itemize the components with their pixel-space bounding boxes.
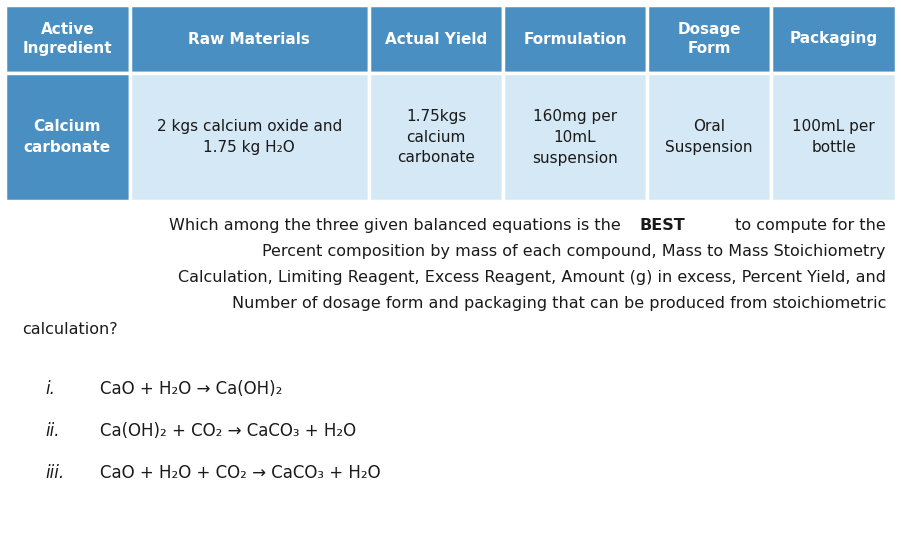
Bar xyxy=(369,73,503,201)
Text: 2 kgs calcium oxide and
1.75 kg H₂O: 2 kgs calcium oxide and 1.75 kg H₂O xyxy=(157,119,342,155)
Text: Raw Materials: Raw Materials xyxy=(188,31,310,46)
Bar xyxy=(647,73,771,201)
Text: Ca(OH)₂ + CO₂ → CaCO₃ + H₂O: Ca(OH)₂ + CO₂ → CaCO₃ + H₂O xyxy=(100,422,356,440)
Text: Which among the three given balanced equations is the: Which among the three given balanced equ… xyxy=(128,218,626,233)
Bar xyxy=(130,73,369,201)
Text: Packaging: Packaging xyxy=(789,31,878,46)
Bar xyxy=(369,5,503,73)
Bar xyxy=(771,5,896,73)
Bar xyxy=(503,73,647,201)
Text: i.: i. xyxy=(45,380,55,398)
Text: ii.: ii. xyxy=(45,422,59,440)
Bar xyxy=(503,5,647,73)
Text: Active
Ingredient: Active Ingredient xyxy=(23,22,112,56)
Text: Calculation, Limiting Reagent, Excess Reagent, Amount (g) in excess, Percent Yie: Calculation, Limiting Reagent, Excess Re… xyxy=(178,270,886,285)
Text: iii.: iii. xyxy=(45,464,64,482)
Text: calculation?: calculation? xyxy=(22,322,118,337)
Bar xyxy=(771,73,896,201)
Bar xyxy=(5,73,130,201)
Text: CaO + H₂O → Ca(OH)₂: CaO + H₂O → Ca(OH)₂ xyxy=(100,380,282,398)
Text: CaO + H₂O + CO₂ → CaCO₃ + H₂O: CaO + H₂O + CO₂ → CaCO₃ + H₂O xyxy=(100,464,380,482)
Bar xyxy=(130,5,369,73)
Text: 1.75kgs
calcium
carbonate: 1.75kgs calcium carbonate xyxy=(397,109,475,166)
Text: Oral
Suspension: Oral Suspension xyxy=(666,119,753,155)
Text: 160mg per
10mL
suspension: 160mg per 10mL suspension xyxy=(532,109,618,166)
Text: BEST: BEST xyxy=(640,218,685,233)
Text: to compute for the: to compute for the xyxy=(730,218,886,233)
Text: Number of dosage form and packaging that can be produced from stoichiometric: Number of dosage form and packaging that… xyxy=(232,296,886,311)
Text: Dosage
Form: Dosage Form xyxy=(678,22,741,56)
Text: Calcium
carbonate: Calcium carbonate xyxy=(23,119,111,155)
Bar xyxy=(647,5,771,73)
Text: Formulation: Formulation xyxy=(523,31,627,46)
Text: Actual Yield: Actual Yield xyxy=(385,31,487,46)
Text: Percent composition by mass of each compound, Mass to Mass Stoichiometry: Percent composition by mass of each comp… xyxy=(262,244,886,259)
Bar xyxy=(5,5,130,73)
Text: 100mL per
bottle: 100mL per bottle xyxy=(792,119,875,155)
